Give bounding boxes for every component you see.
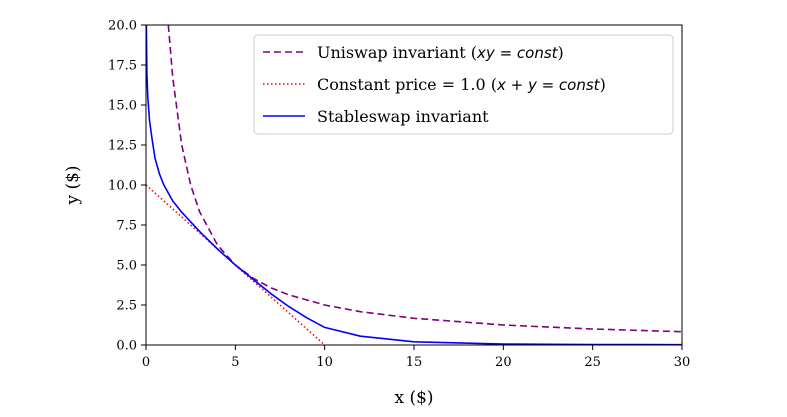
legend-label: Uniswap invariant (xy = const) — [317, 43, 564, 62]
y-tick-label: 10.0 — [108, 179, 137, 194]
x-tick-label: 10 — [316, 355, 333, 370]
y-tick-label: 7.5 — [116, 219, 137, 234]
legend-text-part: ) — [600, 75, 606, 94]
x-tick-label: 20 — [495, 355, 512, 370]
x-tick-label: 0 — [142, 355, 150, 370]
legend-text-part: Uniswap invariant ( — [317, 43, 477, 62]
legend-text-part: ) — [558, 43, 564, 62]
y-tick-label: 0.0 — [116, 339, 137, 354]
x-axis-label: x ($) — [394, 388, 433, 408]
legend-label: Stableswap invariant — [317, 107, 489, 126]
x-tick-label: 25 — [584, 355, 601, 370]
legend-box — [253, 34, 674, 135]
legend-math: x + y = const — [496, 76, 601, 94]
y-axis-label: y ($) — [63, 165, 83, 205]
y-tick-label: 20.0 — [108, 19, 137, 34]
legend-text-part: Stableswap invariant — [317, 107, 489, 126]
x-tick-label: 15 — [406, 355, 423, 370]
series-line-uniswap-invariant — [167, 25, 682, 333]
y-tick-label: 2.5 — [116, 299, 137, 314]
y-tick-label: 17.5 — [108, 59, 137, 74]
legend-text-part: Constant price = 1.0 ( — [317, 75, 497, 94]
y-tick-label: 15.0 — [108, 99, 137, 114]
legend: Uniswap invariant (xy = const)Constant p… — [253, 34, 674, 135]
series-layer — [146, 25, 682, 345]
x-axis-ticks: 0 5 10 15 20 25 30 — [142, 345, 690, 370]
series-line-stableswap-invariant — [146, 25, 682, 345]
x-tick-label: 30 — [674, 355, 691, 370]
legend-math: xy = const — [476, 44, 559, 62]
y-tick-label: 5.0 — [116, 259, 137, 274]
x-tick-label: 5 — [231, 355, 239, 370]
y-axis-ticks: 0.0 2.5 5.0 7.5 10.0 12.5 15.0 17.5 20.0 — [108, 19, 146, 354]
legend-label: Constant price = 1.0 (x + y = const) — [317, 75, 606, 94]
y-tick-label: 12.5 — [108, 139, 137, 154]
